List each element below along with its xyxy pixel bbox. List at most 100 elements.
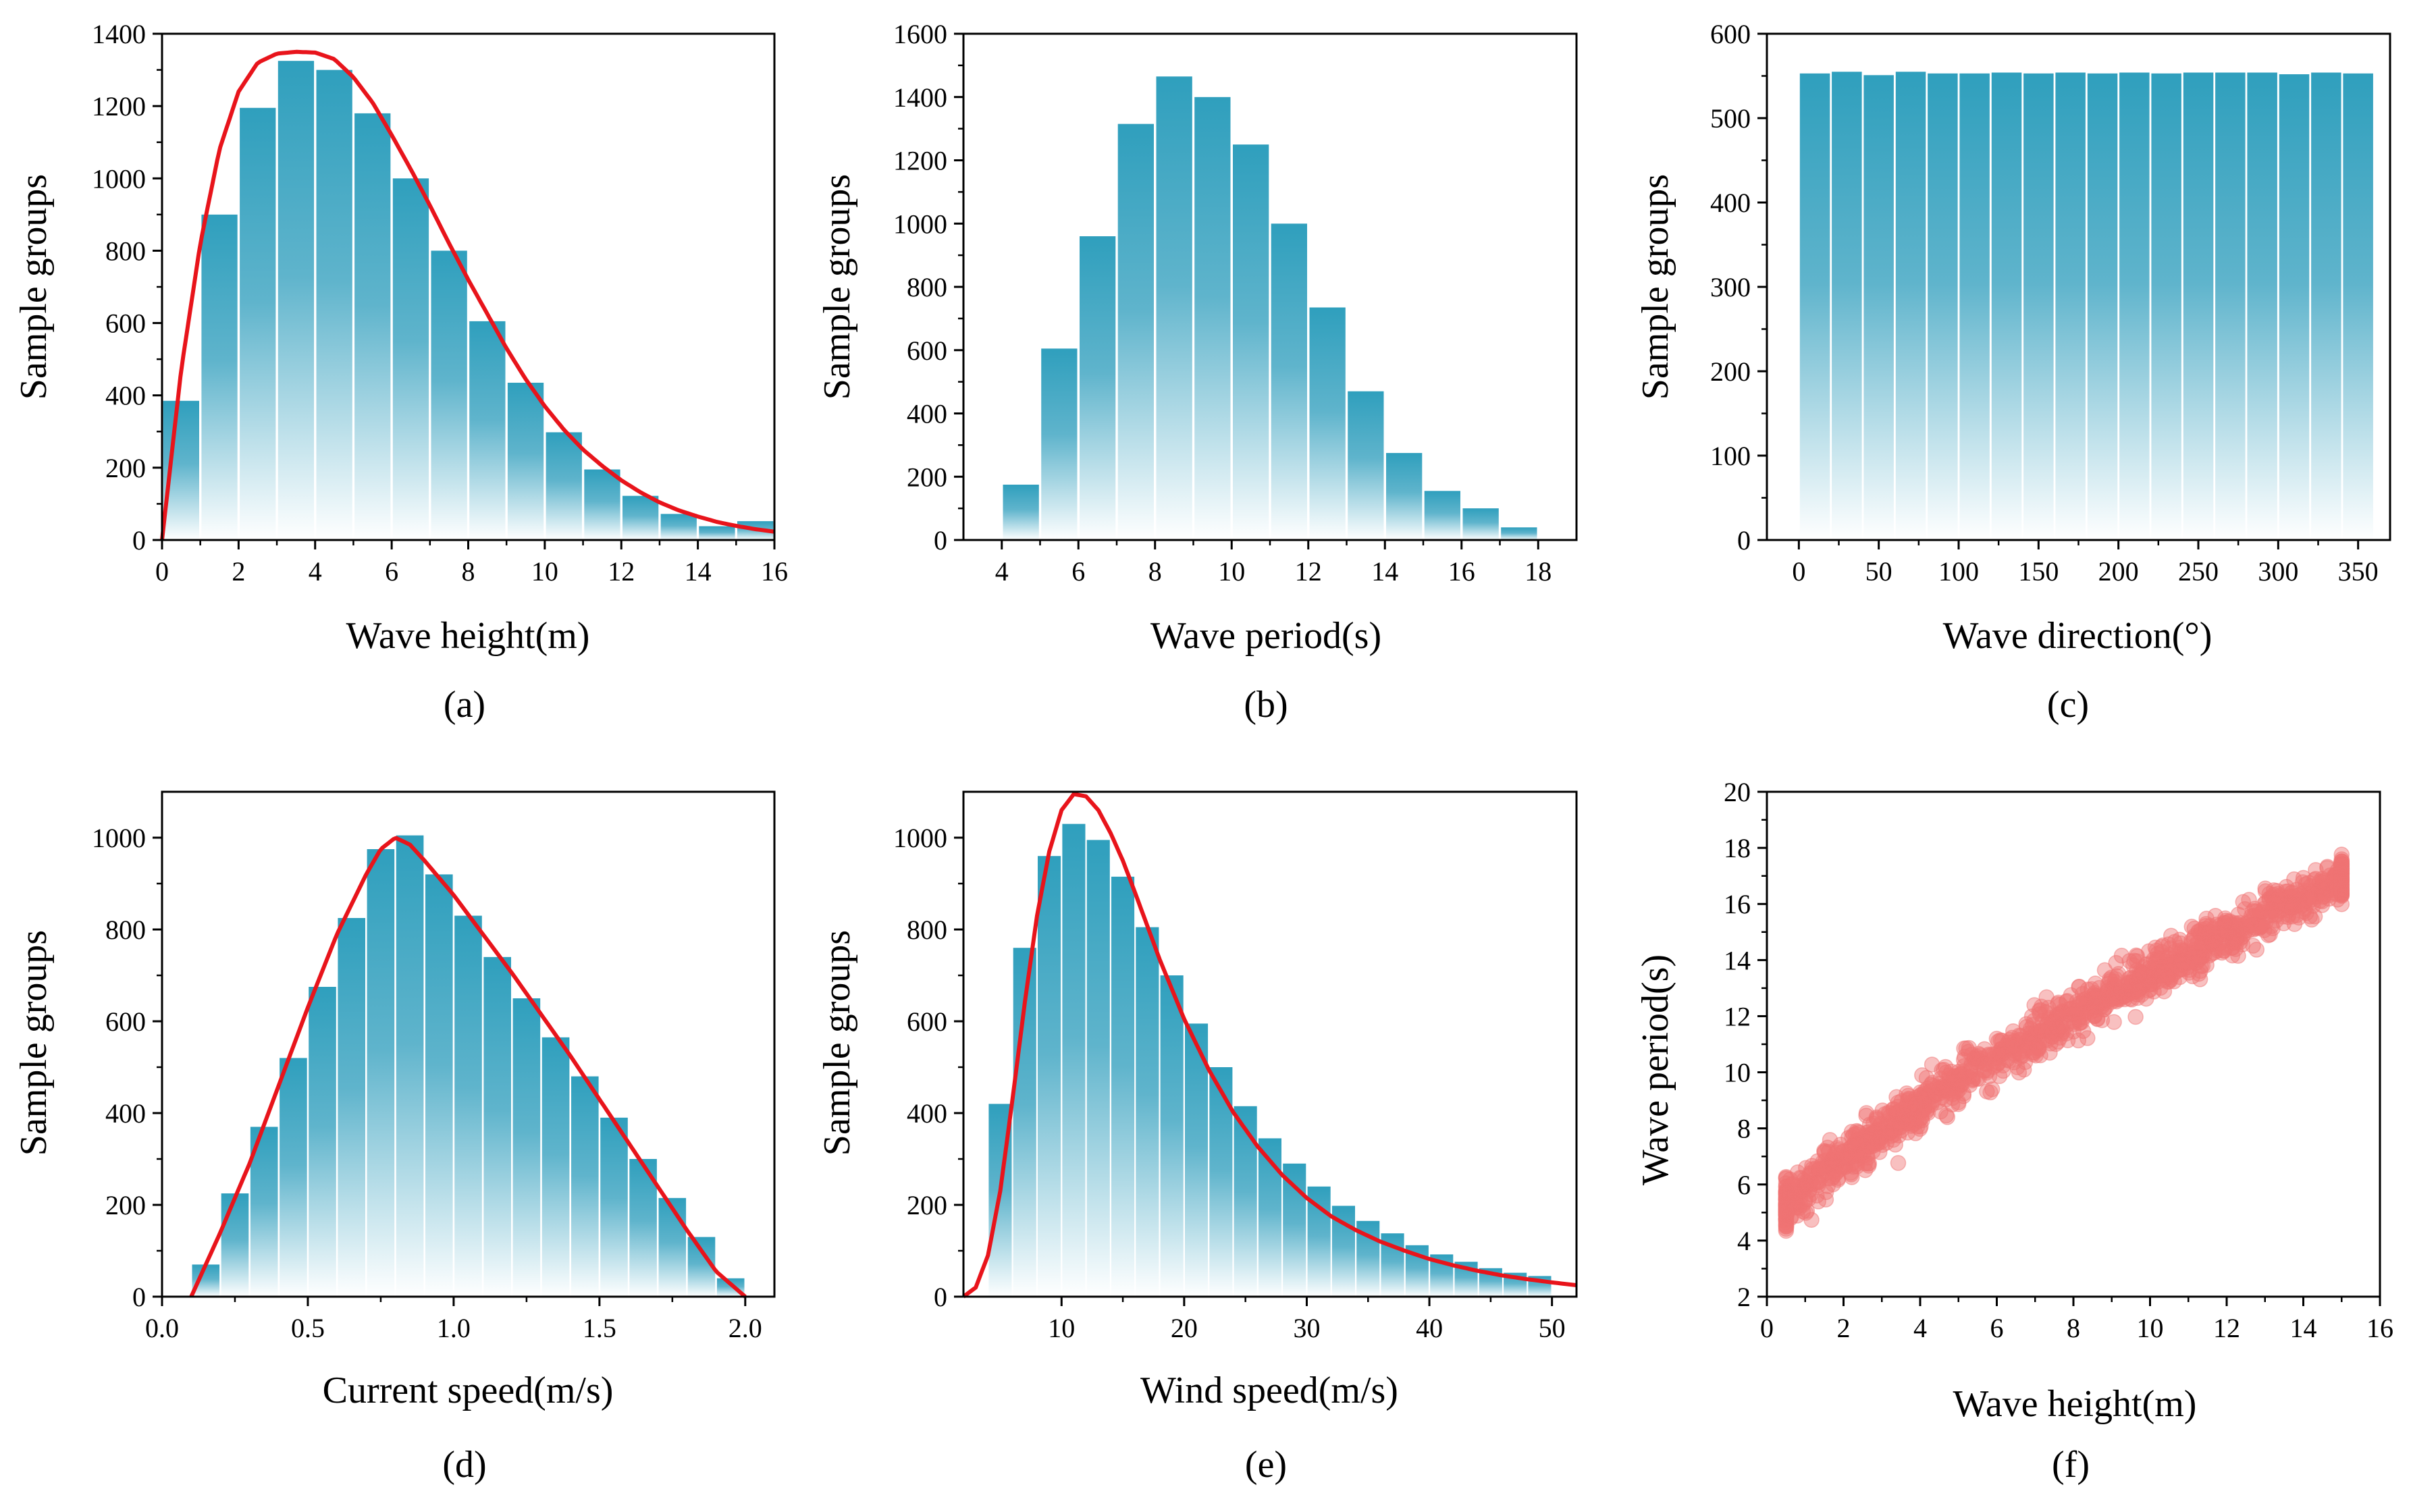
scatter-point: [1816, 1144, 1833, 1160]
plot-frame: [161, 790, 776, 1298]
bar: [221, 1193, 249, 1297]
bar: [1136, 927, 1159, 1297]
scatter-point: [2107, 971, 2123, 987]
scatter-point: [2039, 1032, 2055, 1049]
x-tick-label: 20: [1171, 1313, 1198, 1343]
y-tick-label: 400: [907, 399, 947, 429]
scatter-point: [2021, 1040, 2037, 1056]
bar: [2247, 72, 2277, 540]
scatter-point: [2113, 948, 2130, 964]
scatter-point: [2190, 934, 2206, 951]
bar: [1156, 76, 1192, 541]
bar: [658, 1197, 687, 1297]
scatter-point: [2203, 934, 2220, 950]
scatter-point: [1954, 1076, 1970, 1093]
bar: [309, 987, 336, 1297]
y-tick-label: 1200: [893, 146, 947, 176]
bar: [546, 432, 582, 540]
scatter-point: [2198, 917, 2214, 934]
y-tick-label: 8: [1737, 1114, 1751, 1144]
y-tick-label: 2: [1737, 1282, 1751, 1312]
y-tick-label: 16: [1724, 889, 1751, 919]
x-tick-label: 0: [1760, 1313, 1774, 1343]
x-axis-title-a: Wave height(m): [346, 615, 590, 657]
scatter-point: [2246, 900, 2263, 917]
y-axis-title-d: Sample groups: [13, 930, 55, 1156]
x-tick-label: 2.0: [728, 1313, 762, 1343]
scatter-point: [2052, 1005, 2068, 1021]
scatter-point: [1895, 1101, 1911, 1117]
x-tick-label: 40: [1416, 1313, 1443, 1343]
y-tick-label: 600: [105, 308, 146, 339]
bar: [1185, 1023, 1209, 1297]
bar: [250, 1127, 278, 1297]
scatter-point: [1863, 1131, 1880, 1148]
y-tick-label: 400: [105, 381, 146, 411]
y-tick-label: 1000: [92, 823, 146, 853]
y-axis-title-c: Sample groups: [1635, 174, 1676, 400]
y-tick-label: 600: [105, 1006, 146, 1037]
bar: [1062, 824, 1086, 1297]
y-tick-label: 400: [105, 1098, 146, 1129]
panel-label-b: (b): [1244, 684, 1288, 726]
scatter-point: [2333, 887, 2350, 903]
scatter-point: [1880, 1104, 1897, 1120]
bar: [1271, 223, 1307, 541]
y-tick-label: 0: [934, 1282, 947, 1312]
x-tick-label: 8: [462, 556, 475, 587]
y-tick-label: 800: [907, 915, 947, 945]
scatter-point: [1816, 1160, 1832, 1177]
y-tick-label: 20: [1724, 777, 1751, 807]
x-tick-label: 8: [1148, 556, 1162, 587]
chart-panel-e: 10 20 30 40 50 0 200 400 600 800 1000: [893, 790, 1578, 1343]
scatter-point: [1963, 1062, 1979, 1078]
x-tick-label: 6: [1071, 556, 1085, 587]
bar: [541, 1037, 570, 1297]
scatter-point: [2286, 916, 2303, 932]
scatter-point: [1900, 1115, 1917, 1131]
x-tick-label: 16: [1448, 556, 1475, 587]
scatter-point: [2263, 907, 2279, 923]
x-axis-title-e: Wind speed(m/s): [1140, 1370, 1398, 1411]
x-tick-label: 10: [1048, 1313, 1075, 1343]
scatter-point: [2235, 894, 2252, 910]
scatter-point: [1976, 1041, 1993, 1057]
bar: [1258, 1138, 1281, 1297]
bar: [2087, 73, 2118, 541]
scatter-point: [1986, 1046, 2003, 1063]
scatter-point: [1938, 1107, 1955, 1124]
scatter-point: [2070, 1032, 2087, 1049]
scatter-point: [1951, 1063, 1967, 1080]
bar: [1832, 72, 1862, 541]
x-tick-label: 0: [155, 556, 169, 587]
scatter-point: [2121, 977, 2137, 994]
x-tick-label: 6: [1990, 1313, 2004, 1343]
y-tick-label: 200: [1710, 356, 1751, 387]
bar: [1799, 73, 1830, 541]
y-tick-label: 200: [105, 1190, 146, 1220]
scatter-point: [2133, 963, 2150, 979]
bar: [2119, 72, 2150, 540]
scatter-point: [2265, 882, 2282, 898]
bar: [1991, 72, 2022, 540]
scatter-point: [2071, 1015, 2088, 1031]
y-tick-label: 1400: [893, 82, 947, 113]
y-tick-label: 800: [907, 272, 947, 302]
scatter-point: [2154, 937, 2171, 954]
scatter-point: [2005, 1023, 2021, 1040]
scatter-point: [2106, 1014, 2122, 1030]
bar: [507, 383, 544, 540]
scatter-point: [2314, 873, 2331, 890]
x-tick-label: 0: [1792, 556, 1805, 587]
bar: [1234, 1106, 1257, 1297]
y-axis-title-a: Sample groups: [13, 174, 55, 400]
x-tick-label: 2: [232, 556, 245, 587]
scatter-point: [2253, 917, 2270, 934]
x-tick-label: 6: [385, 556, 398, 587]
y-tick-label: 100: [1710, 441, 1751, 471]
bar: [2311, 72, 2341, 540]
y-tick-label: 1400: [92, 19, 146, 49]
bar: [1386, 453, 1423, 540]
